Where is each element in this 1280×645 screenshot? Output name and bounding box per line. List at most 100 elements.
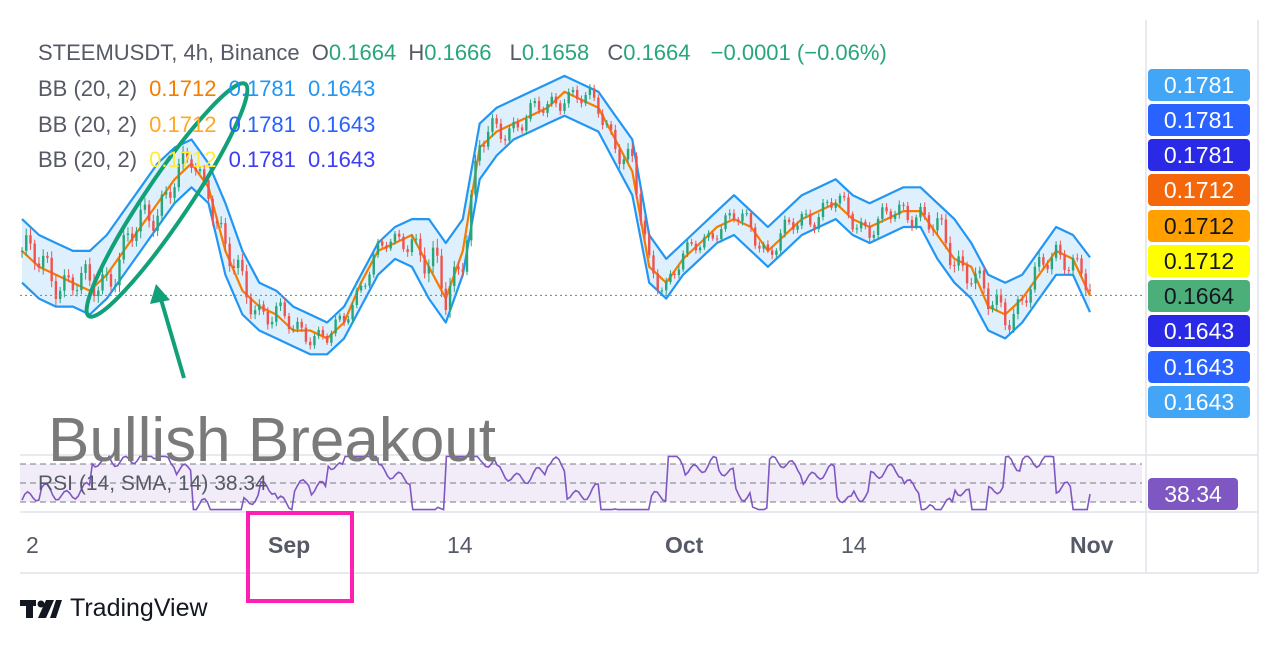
candle-body (673, 273, 676, 275)
candle-body (20, 250, 24, 252)
candle-body (351, 304, 354, 320)
candle-body (859, 221, 863, 229)
bb-upper-line[interactable] (21, 74, 1091, 324)
breakout-arrow-head[interactable] (150, 284, 170, 304)
candle-body (643, 220, 647, 235)
candle-body (906, 205, 909, 221)
candle-body (470, 194, 473, 241)
candle-body (499, 123, 503, 140)
candle-body (427, 266, 431, 274)
rsi-legend[interactable]: RSI (14, SMA, 14) 38.34 (38, 472, 267, 495)
candle-body (961, 256, 965, 266)
price-label-bb3-lower: 0.1643 (1148, 315, 1250, 347)
candle-body (720, 229, 723, 240)
candle-body (681, 253, 685, 270)
price-label-bb1-basis: 0.1712 (1148, 174, 1250, 206)
candle-body (1063, 254, 1066, 271)
close-label: C (607, 40, 624, 65)
candle-body (698, 247, 702, 251)
breakout-arrow-shaft[interactable] (158, 295, 186, 379)
bb-legend-3[interactable]: BB (20, 2) 0.1712 0.1781 0.1643 (38, 147, 381, 173)
symbol-title[interactable]: STEEMUSDT, 4h, Binance (38, 40, 300, 65)
candle-body (783, 219, 787, 234)
candle-body (130, 233, 134, 242)
candle-body (495, 118, 498, 124)
candle-body (686, 242, 689, 254)
candle-body (834, 203, 837, 208)
brand-name: TradingView (70, 594, 208, 622)
candle-body (809, 213, 812, 225)
candle-body (775, 250, 778, 255)
candle-body (109, 274, 113, 287)
candle-body (1084, 273, 1087, 290)
candle-body (486, 131, 490, 147)
bb-legend-2[interactable]: BB (20, 2) 0.1712 0.1781 0.1643 (38, 112, 381, 138)
candle-body (567, 92, 570, 104)
candle-body (537, 100, 541, 111)
x-tick-label: Nov (1070, 532, 1114, 558)
candle-body (571, 89, 575, 93)
bb-name: BB (20, 2) (38, 76, 138, 101)
candle-body (970, 283, 973, 285)
price-label-bb1-lower: 0.1643 (1148, 386, 1250, 418)
candle-body (656, 273, 659, 291)
candle-body (321, 329, 325, 336)
candle-body (1088, 289, 1092, 291)
candle-body (737, 219, 740, 222)
bb-lower-value: 0.1643 (308, 76, 376, 101)
candle-body (444, 288, 448, 310)
candle-body (614, 129, 617, 150)
candle-body (503, 139, 507, 141)
bb-basis-value: 0.1712 (149, 147, 217, 172)
candle-body (575, 89, 579, 100)
bullish-breakout-text[interactable]: Bullish Breakout (48, 406, 497, 475)
candle-body (126, 233, 130, 235)
candle-body (71, 277, 75, 291)
candle-body (1067, 270, 1071, 272)
price-label-bb3-upper: 0.1781 (1148, 139, 1250, 171)
candle-body (915, 217, 918, 227)
candle-body (749, 213, 753, 228)
candle-body (461, 269, 464, 272)
candle-body (1071, 258, 1075, 271)
sep-highlight-box[interactable] (246, 511, 354, 603)
candle-body (313, 336, 316, 346)
candle-body (1020, 299, 1024, 301)
candle-body (262, 304, 265, 312)
candle-body (957, 256, 960, 266)
candle-body (796, 225, 799, 230)
candle-body (635, 156, 638, 194)
candle-body (414, 238, 418, 240)
candle-body (770, 250, 774, 255)
candle-body (898, 204, 901, 215)
candle-body (236, 259, 240, 268)
bb-legend-1[interactable]: BB (20, 2) 0.1712 0.1781 0.1643 (38, 76, 381, 102)
candle-body (830, 202, 833, 208)
close-value: 0.1664 (623, 40, 691, 65)
rsi-line[interactable] (21, 454, 1091, 511)
candle-body (626, 148, 630, 160)
candle-body (741, 213, 744, 222)
candle-body (453, 266, 456, 286)
candle-body (919, 206, 922, 218)
candle-body (270, 321, 274, 325)
rsi-value-label: 38.34 (1148, 478, 1238, 510)
candle-body (745, 213, 748, 215)
candle-body (406, 249, 409, 253)
candle-body (304, 327, 308, 342)
candle-body (584, 94, 587, 104)
ohlc-legend[interactable]: STEEMUSDT, 4h, Binance O0.1664 H0.1666 L… (38, 40, 893, 66)
candle-body (821, 202, 825, 218)
candle-body (902, 204, 905, 206)
candle-body (1054, 244, 1058, 258)
candle-body (999, 294, 1003, 303)
candle-body (618, 149, 621, 165)
candle-body (385, 245, 388, 249)
breakout-ellipse[interactable] (70, 72, 263, 329)
candle-body (800, 213, 804, 226)
candle-body (707, 233, 710, 238)
tradingview-brand[interactable]: TradingView (20, 594, 208, 623)
candle-body (330, 333, 333, 343)
candle-body (207, 179, 210, 200)
